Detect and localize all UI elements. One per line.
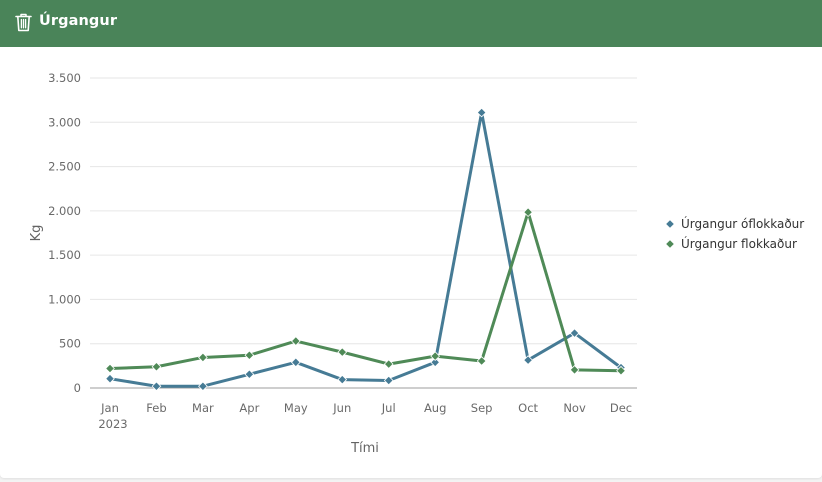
data-point[interactable]	[198, 381, 208, 392]
chart-area: 0 500 1.000 1.500 2.000 2.500 3.000 3.500 Jan Fe…	[0, 47, 822, 478]
data-point[interactable]	[244, 350, 255, 361]
x-tick-label: Dec	[610, 401, 632, 415]
x-tick-label: Jul	[381, 401, 396, 415]
series-2	[105, 207, 626, 376]
y-tick-label: 2.500	[48, 160, 81, 174]
series-line	[108, 111, 623, 388]
x-tick-label: Oct	[518, 401, 538, 415]
data-point[interactable]	[430, 357, 441, 368]
line-chart: 0 500 1.000 1.500 2.000 2.500 3.000 3.500 Jan Fe…	[29, 71, 804, 456]
x-tick-label: Apr	[239, 401, 259, 415]
grid-lines	[90, 77, 637, 389]
legend-marker	[666, 240, 674, 248]
card-title: Úrgangur	[39, 13, 118, 29]
legend-label: Úrgangur flokkaður	[681, 236, 797, 251]
card-header: Úrgangur	[0, 0, 822, 47]
y-tick-label: 500	[59, 337, 81, 351]
x-tick-label: Sep	[471, 401, 493, 415]
x-tick-label: Mar	[192, 401, 214, 415]
x-tick-label: Feb	[146, 401, 166, 415]
legend-item[interactable]: Úrgangur óflokkaður	[666, 216, 804, 231]
data-point[interactable]	[337, 347, 348, 357]
y-tick-label: 1.500	[48, 248, 81, 262]
data-point[interactable]	[569, 364, 580, 375]
x-axis-label: Tími	[350, 441, 379, 456]
data-point[interactable]	[105, 363, 115, 374]
data-point[interactable]	[244, 369, 255, 380]
data-point[interactable]	[198, 352, 208, 363]
series-group	[105, 107, 626, 392]
data-point[interactable]	[569, 328, 580, 338]
x-tick-label: Jun	[332, 401, 351, 415]
data-point[interactable]	[523, 355, 533, 365]
data-point[interactable]	[383, 359, 394, 369]
y-tick-label: 1.000	[48, 292, 81, 306]
x-tick-year-label: 2023	[98, 417, 127, 431]
data-point[interactable]	[430, 351, 441, 361]
data-point[interactable]	[290, 357, 301, 368]
y-tick-label: 3.500	[48, 71, 81, 85]
y-tick-label: 3.000	[48, 115, 81, 129]
trash-icon	[15, 13, 32, 32]
y-tick-label: 0	[74, 381, 81, 395]
data-point[interactable]	[476, 107, 487, 118]
data-point[interactable]	[151, 361, 162, 372]
legend-label: Úrgangur óflokkaður	[681, 216, 804, 231]
series-1	[105, 107, 626, 392]
legend: Úrgangur óflokkaður Úrgangur flokkaður	[666, 216, 804, 251]
legend-marker	[666, 220, 674, 228]
data-point[interactable]	[151, 381, 162, 392]
y-axis-label: Kg	[29, 225, 44, 242]
legend-item[interactable]: Úrgangur flokkaður	[666, 236, 797, 251]
x-tick-label: May	[284, 401, 308, 415]
x-tick-label: Jan	[100, 401, 119, 415]
series-line	[108, 210, 623, 373]
y-tick-label: 2.000	[48, 204, 81, 218]
data-point[interactable]	[523, 207, 533, 218]
data-point[interactable]	[616, 365, 626, 376]
data-point[interactable]	[337, 374, 348, 385]
data-point[interactable]	[105, 373, 115, 384]
x-tick-label: Aug	[424, 401, 446, 415]
y-axis-ticks: 0 500 1.000 1.500 2.000 2.500 3.000 3.500	[48, 71, 81, 395]
data-point[interactable]	[383, 375, 394, 386]
data-point[interactable]	[476, 356, 487, 366]
data-point[interactable]	[290, 336, 301, 346]
x-tick-label: Nov	[563, 401, 586, 415]
x-axis-ticks: Jan Feb Mar Apr May Jun Jul Aug Sep Oct Nov Dec 2023	[98, 401, 632, 431]
